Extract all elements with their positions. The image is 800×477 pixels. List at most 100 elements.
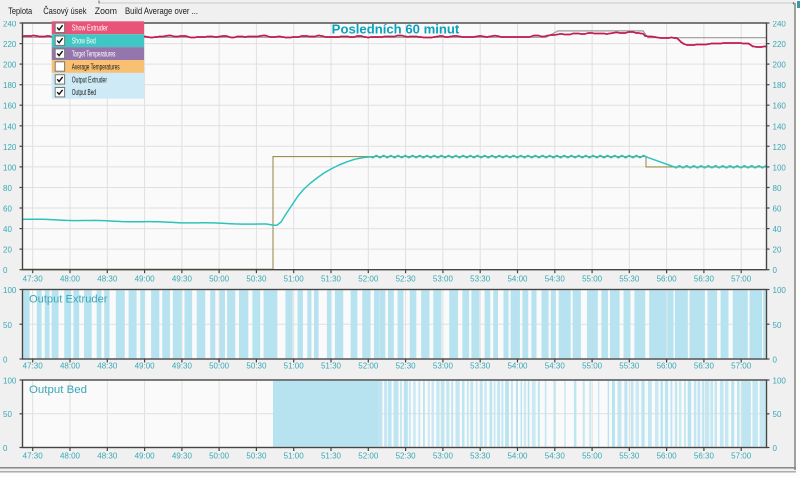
svg-text:Časový úsek: Časový úsek [43,6,87,16]
svg-text:49:30: 49:30 [172,451,193,460]
svg-text:20: 20 [773,246,782,255]
svg-text:Show Extruder: Show Extruder [72,24,108,33]
svg-text:220: 220 [3,40,17,49]
svg-text:56:30: 56:30 [694,451,715,460]
svg-text:47:30: 47:30 [23,361,44,370]
svg-text:Output Bed: Output Bed [72,88,96,97]
svg-text:60: 60 [3,205,12,214]
svg-text:100: 100 [3,163,17,172]
svg-text:140: 140 [3,122,17,131]
svg-text:Target Temperatures: Target Temperatures [72,50,116,59]
svg-text:160: 160 [3,102,17,111]
svg-text:55:00: 55:00 [582,451,603,460]
svg-text:50:00: 50:00 [209,451,230,460]
svg-text:Average Temperatures: Average Temperatures [72,62,120,71]
svg-text:50:30: 50:30 [246,274,267,283]
svg-text:120: 120 [3,143,17,152]
svg-text:49:00: 49:00 [135,274,156,283]
svg-text:100: 100 [3,286,17,295]
svg-text:47:30: 47:30 [23,451,44,460]
svg-text:54:00: 54:00 [507,451,528,460]
svg-text:240: 240 [3,20,17,29]
svg-text:0: 0 [773,266,778,275]
svg-text:48:30: 48:30 [97,451,118,460]
svg-text:Build Average over ...: Build Average over ... [125,6,198,16]
svg-text:120: 120 [773,143,787,152]
svg-text:48:30: 48:30 [97,274,118,283]
svg-text:53:00: 53:00 [433,451,454,460]
svg-text:53:30: 53:30 [470,451,491,460]
svg-text:49:00: 49:00 [135,361,156,370]
svg-text:50:00: 50:00 [209,274,230,283]
svg-text:55:30: 55:30 [619,274,640,283]
svg-text:80: 80 [773,184,782,193]
svg-text:56:30: 56:30 [694,361,715,370]
svg-text:53:00: 53:00 [433,274,454,283]
svg-text:52:00: 52:00 [358,361,379,370]
svg-text:20: 20 [3,246,12,255]
svg-text:Output Bed: Output Bed [29,384,87,396]
svg-text:52:30: 52:30 [396,361,417,370]
svg-text:49:30: 49:30 [172,274,193,283]
svg-text:0: 0 [3,266,8,275]
svg-text:53:30: 53:30 [470,361,491,370]
svg-text:51:30: 51:30 [321,451,342,460]
svg-text:200: 200 [3,61,17,70]
svg-text:56:00: 56:00 [657,451,678,460]
svg-text:56:00: 56:00 [657,361,678,370]
svg-text:57:00: 57:00 [731,451,752,460]
svg-text:50:30: 50:30 [246,451,267,460]
svg-text:240: 240 [773,20,787,29]
svg-text:160: 160 [773,102,787,111]
svg-text:40: 40 [3,225,12,234]
svg-text:80: 80 [3,184,12,193]
svg-text:180: 180 [773,81,787,90]
svg-text:48:30: 48:30 [97,361,118,370]
svg-text:51:30: 51:30 [321,361,342,370]
svg-text:51:30: 51:30 [321,274,342,283]
svg-text:51:00: 51:00 [284,274,305,283]
svg-text:52:00: 52:00 [358,274,379,283]
svg-text:48:00: 48:00 [60,451,81,460]
svg-text:53:30: 53:30 [470,274,491,283]
svg-text:100: 100 [773,286,787,295]
svg-text:180: 180 [3,81,17,90]
svg-text:100: 100 [773,163,787,172]
svg-text:54:30: 54:30 [545,361,566,370]
svg-text:56:30: 56:30 [694,274,715,283]
svg-text:Output Extruder: Output Extruder [29,293,108,305]
svg-text:54:00: 54:00 [507,361,528,370]
svg-text:0: 0 [773,356,778,365]
svg-text:49:00: 49:00 [135,451,156,460]
svg-text:52:30: 52:30 [396,451,417,460]
svg-text:55:00: 55:00 [582,361,603,370]
svg-text:Zoom: Zoom [95,6,117,16]
svg-text:51:00: 51:00 [284,361,305,370]
svg-text:54:30: 54:30 [545,274,566,283]
svg-text:Output Extruder: Output Extruder [72,75,107,84]
svg-text:53:00: 53:00 [433,361,454,370]
svg-text:200: 200 [773,61,787,70]
svg-text:49:30: 49:30 [172,361,193,370]
svg-text:57:00: 57:00 [731,361,752,370]
svg-text:50: 50 [3,321,12,330]
svg-text:0: 0 [3,356,8,365]
svg-text:50:00: 50:00 [209,361,230,370]
svg-text:50: 50 [773,410,782,419]
svg-text:Posledních 60 minut: Posledních 60 minut [332,22,460,37]
svg-text:48:00: 48:00 [60,361,81,370]
svg-text:0: 0 [3,444,8,453]
svg-text:40: 40 [773,225,782,234]
svg-text:51:00: 51:00 [284,451,305,460]
svg-text:100: 100 [773,377,787,386]
svg-text:50: 50 [773,321,782,330]
svg-text:50:30: 50:30 [246,361,267,370]
svg-text:52:00: 52:00 [358,451,379,460]
svg-text:50: 50 [3,410,12,419]
svg-text:48:00: 48:00 [60,274,81,283]
svg-text:Teplota: Teplota [8,6,32,16]
svg-text:47:30: 47:30 [23,274,44,283]
svg-text:55:00: 55:00 [582,274,603,283]
svg-text:60: 60 [773,205,782,214]
svg-text:140: 140 [773,122,787,131]
